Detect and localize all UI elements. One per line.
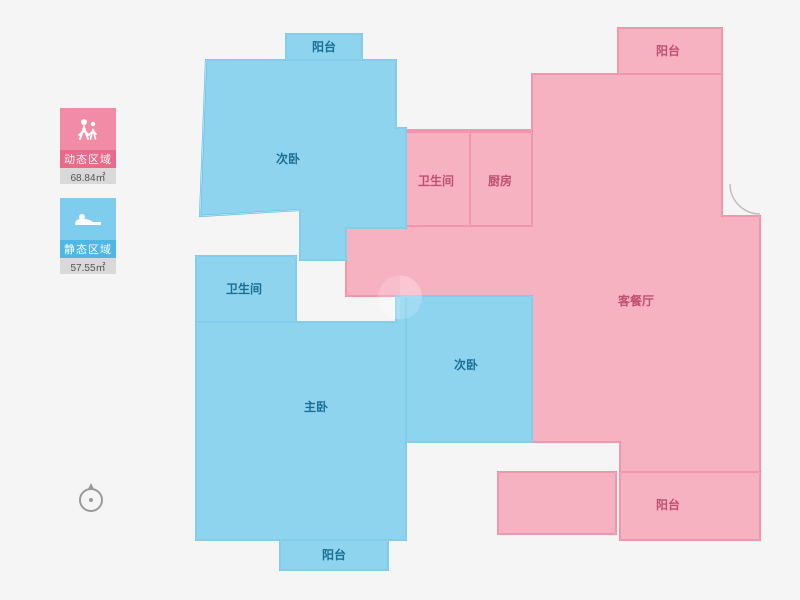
floorplan-svg: 客餐厅阳台阳台厨房卫生间次卧阳台卫生间主卧次卧阳台: [0, 0, 800, 600]
room-balcony_se2: [498, 472, 616, 534]
room-label-master: 主卧: [304, 399, 328, 414]
room-label-living: 客餐厅: [617, 293, 654, 308]
door-arc: [730, 184, 760, 214]
room-label-bath1: 卫生间: [418, 173, 454, 188]
room-label-bed2a: 次卧: [276, 151, 300, 166]
room-label-balcony_se1: 阳台: [656, 497, 680, 512]
room-label-balcony_ne: 阳台: [656, 43, 680, 58]
room-label-balcony_s: 阳台: [322, 547, 346, 562]
room-label-balcony_n: 阳台: [312, 39, 336, 54]
floorplan-stage: 动态区域 68.84㎡ 静态区域 57.55㎡ 客餐厅阳台阳台厨房卫生间次卧阳台…: [0, 0, 800, 600]
room-master: [196, 296, 406, 540]
room-label-kitchen: 厨房: [488, 173, 512, 188]
room-label-bath2: 卫生间: [226, 281, 262, 296]
room-label-bed2b: 次卧: [454, 357, 478, 372]
room-balcony_se1: [620, 472, 760, 540]
